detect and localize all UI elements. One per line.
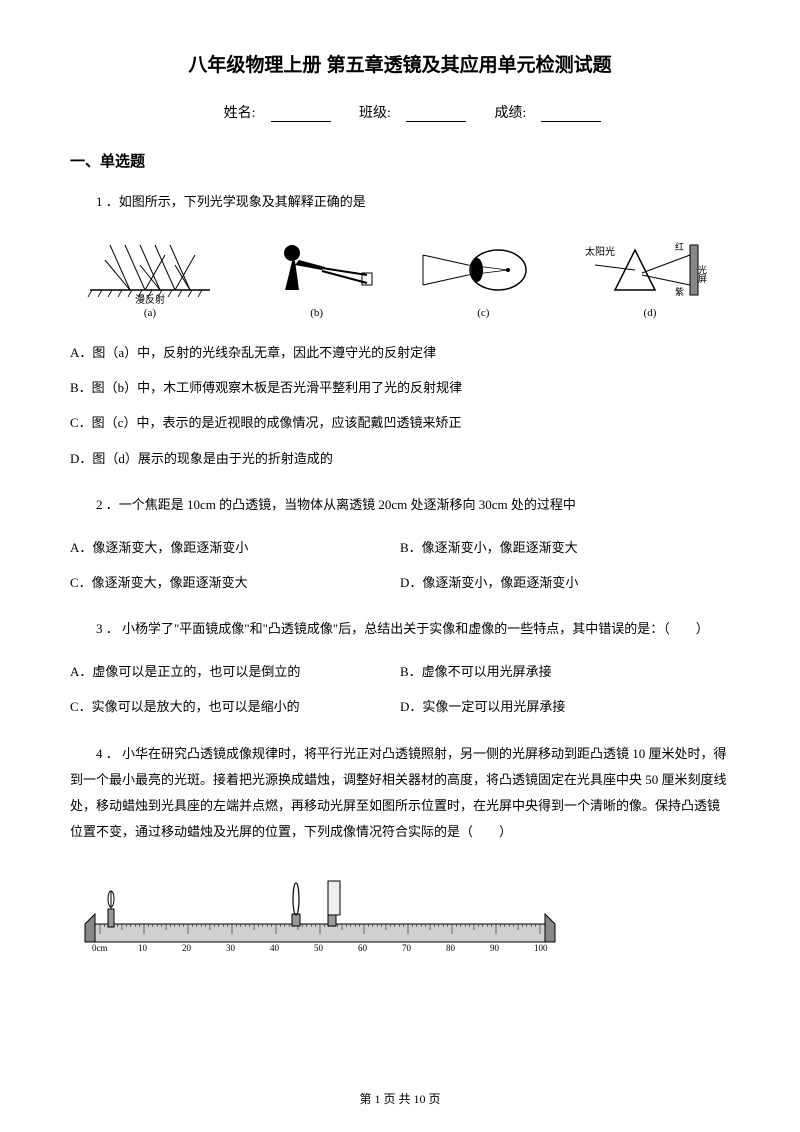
q2-optD: D．像逐渐变小，像距逐渐变小 xyxy=(400,567,730,598)
q2-optB: B．像逐渐变小，像距逐渐变大 xyxy=(400,532,730,563)
svg-text:60: 60 xyxy=(358,943,368,953)
q1-optB: B．图（b）中，木工师傅观察木板是否光滑平整利用了光的反射规律 xyxy=(70,372,730,403)
svg-text:漫反射: 漫反射 xyxy=(135,294,165,305)
svg-text:100: 100 xyxy=(534,943,548,953)
diagram-b: (b) xyxy=(247,229,387,319)
q2-row1: A．像逐渐变大，像距逐渐变小 B．像逐渐变小，像距逐渐变大 xyxy=(70,532,730,563)
q1-optC: C．图（c）中，表示的是近视眼的成像情况，应该配戴凹透镜来矫正 xyxy=(70,407,730,438)
q1-optA: A．图（a）中，反射的光线杂乱无章，因此不遵守光的反射定律 xyxy=(70,337,730,368)
q3-optA: A．虚像可以是正立的，也可以是倒立的 xyxy=(70,656,400,687)
diagram-b-label: (b) xyxy=(310,307,323,319)
class-blank xyxy=(406,108,466,122)
q2-row2: C．像逐渐变大，像距逐渐变大 D．像逐渐变小，像距逐渐变小 xyxy=(70,567,730,598)
svg-text:紫: 紫 xyxy=(675,287,684,297)
diagram-d: 太阳光 红 紫 光屏 (d) xyxy=(580,229,720,319)
svg-text:90: 90 xyxy=(490,943,500,953)
q3-row1: A．虚像可以是正立的，也可以是倒立的 B．虚像不可以用光屏承接 xyxy=(70,656,730,687)
q1-stem: 1 ．如图所示，下列光学现象及其解释正确的是 xyxy=(70,189,730,215)
q1-diagrams: 漫反射 (a) (b) (c) 太阳光 xyxy=(70,229,730,319)
class-label: 班级: xyxy=(359,106,391,121)
q4-ruler-diagram: 0cm 10 20 30 40 50 60 70 80 90 100 xyxy=(80,869,560,959)
q2-optC: C．像逐渐变大，像距逐渐变大 xyxy=(70,567,400,598)
svg-text:光屏: 光屏 xyxy=(697,264,707,284)
svg-text:0cm: 0cm xyxy=(92,943,108,953)
q3-optB: B．虚像不可以用光屏承接 xyxy=(400,656,730,687)
screen-icon xyxy=(328,881,340,926)
svg-text:70: 70 xyxy=(402,943,412,953)
svg-text:80: 80 xyxy=(446,943,456,953)
page-footer: 第 1 页 共 10 页 xyxy=(0,1090,800,1107)
svg-text:20: 20 xyxy=(182,943,192,953)
diagram-a-label: (a) xyxy=(144,307,156,319)
svg-text:40: 40 xyxy=(270,943,280,953)
svg-text:太阳光: 太阳光 xyxy=(585,245,615,258)
q3-optC: C．实像可以是放大的，也可以是缩小的 xyxy=(70,691,400,722)
svg-text:红: 红 xyxy=(675,241,684,252)
header-fields: 姓名: 班级: 成绩: xyxy=(70,102,730,122)
q3-optD: D．实像一定可以用光屏承接 xyxy=(400,691,730,722)
q1-optD: D．图（d）展示的现象是由于光的折射造成的 xyxy=(70,443,730,474)
page-title: 八年级物理上册 第五章透镜及其应用单元检测试题 xyxy=(70,50,730,77)
q3-stem: 3 ． 小杨学了"平面镜成像"和"凸透镜成像"后，总结出关于实像和虚像的一些特点… xyxy=(70,616,730,642)
score-blank xyxy=(541,108,601,122)
diagram-c-label: (c) xyxy=(477,307,489,319)
svg-text:50: 50 xyxy=(314,943,324,953)
svg-text:10: 10 xyxy=(138,943,148,953)
q2-optA: A．像逐渐变大，像距逐渐变小 xyxy=(70,532,400,563)
score-label: 成绩: xyxy=(494,106,526,121)
q3-row2: C．实像可以是放大的，也可以是缩小的 D．实像一定可以用光屏承接 xyxy=(70,691,730,722)
name-blank xyxy=(271,108,331,122)
q4-stem: 4 ． 小华在研究凸透镜成像规律时，将平行光正对凸透镜照射，另一侧的光屏移动到距… xyxy=(70,741,730,845)
diagram-a: 漫反射 (a) xyxy=(80,229,220,319)
section-heading: 一、单选题 xyxy=(70,150,730,171)
svg-text:30: 30 xyxy=(226,943,236,953)
diagram-c: (c) xyxy=(413,229,553,319)
diagram-d-label: (d) xyxy=(644,307,657,319)
lens-icon xyxy=(292,883,300,926)
candle-icon xyxy=(108,891,114,927)
name-label: 姓名: xyxy=(224,106,256,121)
q2-stem: 2 ．一个焦距是 10cm 的凸透镜，当物体从离透镜 20cm 处逐渐移向 30… xyxy=(70,492,730,518)
